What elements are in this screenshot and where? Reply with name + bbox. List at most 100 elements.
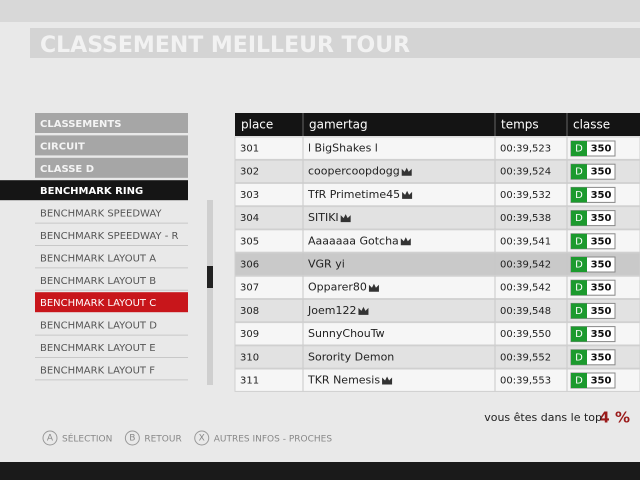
row-bg[interactable] xyxy=(234,252,640,276)
leaderboard: CLASSEMENT MEILLEUR TOUR 4 % vous êtes d… xyxy=(0,0,640,446)
time: 00:39,553 xyxy=(500,376,551,387)
rank-value: 4 % xyxy=(599,409,630,427)
time: 00:39,542 xyxy=(500,260,551,271)
button-key: X xyxy=(199,434,205,444)
crown-icon xyxy=(368,283,379,292)
class-letter: D xyxy=(575,352,583,363)
menu-item[interactable]: BENCHMARK SPEEDWAY xyxy=(40,209,162,220)
crown-icon xyxy=(340,214,351,223)
top-band xyxy=(0,0,640,22)
place: 305 xyxy=(240,236,259,247)
place: 311 xyxy=(240,376,259,387)
place: 307 xyxy=(240,283,259,294)
gamertag: coopercoopdogg xyxy=(308,165,400,178)
class-letter: D xyxy=(575,376,583,387)
button-key: B xyxy=(129,434,135,444)
scroll-thumb xyxy=(207,266,213,288)
row-bg[interactable] xyxy=(234,322,640,346)
crown-icon xyxy=(401,167,412,176)
place: 309 xyxy=(240,329,259,340)
class-letter: D xyxy=(575,329,583,340)
gamertag: SunnyChouTw xyxy=(308,327,385,340)
button-label[interactable]: AUTRES INFOS - PROCHES xyxy=(214,435,333,445)
gamertag: Joem122 xyxy=(307,304,356,317)
menu-item[interactable]: BENCHMARK LAYOUT E xyxy=(40,343,156,354)
row-bg[interactable] xyxy=(234,136,640,160)
time: 00:39,523 xyxy=(500,144,551,155)
row-bg[interactable] xyxy=(234,229,640,253)
place: 303 xyxy=(240,190,259,201)
row-bg[interactable] xyxy=(234,182,640,207)
button-label[interactable]: SÉLECTION xyxy=(62,433,112,445)
class-value: 350 xyxy=(591,190,612,201)
menu-item-bg xyxy=(35,113,188,133)
scroll-track xyxy=(207,200,213,385)
class-letter-bg xyxy=(571,233,587,249)
class-letter-bg xyxy=(571,303,587,319)
class-value: 350 xyxy=(591,306,612,317)
row-bg[interactable] xyxy=(234,298,640,323)
class-value: 350 xyxy=(591,167,612,178)
class-letter-bg xyxy=(571,373,587,388)
row-bg[interactable] xyxy=(234,345,640,369)
menu-item: CIRCUIT xyxy=(40,141,85,152)
time: 00:39,541 xyxy=(500,236,551,247)
class-letter-bg xyxy=(571,187,587,203)
row-bg[interactable] xyxy=(234,159,640,184)
menu-item[interactable]: BENCHMARK LAYOUT D xyxy=(40,321,157,332)
place: 304 xyxy=(240,213,259,224)
class-value: 350 xyxy=(591,260,612,271)
column-header: temps xyxy=(501,118,539,132)
class-letter-bg xyxy=(571,141,587,156)
gamertag: VGR yi xyxy=(308,258,345,271)
menu-item[interactable]: BENCHMARK RING xyxy=(40,186,143,197)
row-bg[interactable] xyxy=(234,206,640,230)
class-letter-bg xyxy=(571,349,587,365)
column-header: gamertag xyxy=(309,118,368,132)
gamertag: Sorority Demon xyxy=(308,350,394,363)
time: 00:39,524 xyxy=(500,167,551,178)
class-value: 350 xyxy=(591,236,612,247)
time: 00:39,542 xyxy=(500,283,551,294)
class-letter: D xyxy=(575,283,583,294)
class-letter: D xyxy=(575,167,583,178)
button-icon xyxy=(124,430,140,446)
button-label[interactable]: RETOUR xyxy=(144,435,181,445)
gamertag: Aaaaaaa Gotcha xyxy=(308,234,399,247)
class-value: 350 xyxy=(591,213,612,224)
row-bg[interactable] xyxy=(234,368,640,392)
gamertag: TfR Primetime45 xyxy=(307,188,400,201)
screen: CLASSEMENT MEILLEUR TOUR 4 % vous êtes d… xyxy=(0,0,640,462)
menu-item[interactable]: BENCHMARK LAYOUT F xyxy=(40,365,155,376)
time: 00:39,532 xyxy=(500,190,551,201)
class-value: 350 xyxy=(591,144,612,155)
class-value: 350 xyxy=(591,352,612,363)
place: 302 xyxy=(240,167,259,178)
class-letter-bg xyxy=(571,257,587,272)
class-letter: D xyxy=(575,190,583,201)
row-bg[interactable] xyxy=(234,275,640,300)
class-letter-bg xyxy=(571,210,587,226)
menu-item[interactable]: BENCHMARK LAYOUT A xyxy=(40,253,156,264)
menu-item[interactable]: BENCHMARK LAYOUT C xyxy=(40,298,156,309)
class-letter-bg xyxy=(571,326,587,342)
crown-icon xyxy=(382,376,393,385)
crown-icon xyxy=(400,237,411,246)
time: 00:39,548 xyxy=(500,306,551,317)
menu-item-bg xyxy=(35,157,188,178)
menu-item-bg xyxy=(0,180,188,201)
class-letter-bg xyxy=(571,280,587,296)
place: 310 xyxy=(240,352,259,363)
menu-item[interactable]: BENCHMARK SPEEDWAY - R xyxy=(40,231,179,242)
class-letter: D xyxy=(575,236,583,247)
menu-item[interactable]: BENCHMARK LAYOUT B xyxy=(40,276,156,287)
class-letter-bg xyxy=(571,164,587,180)
time: 00:39,552 xyxy=(500,352,551,363)
class-letter: D xyxy=(575,213,583,224)
title-band xyxy=(30,28,640,58)
menu-item-bg xyxy=(35,135,188,156)
button-icon xyxy=(194,430,210,446)
gamertag: l BigShakes l xyxy=(308,142,378,155)
gamertag: TKR Nemesis xyxy=(307,374,380,387)
menu-item-bg xyxy=(35,292,188,313)
